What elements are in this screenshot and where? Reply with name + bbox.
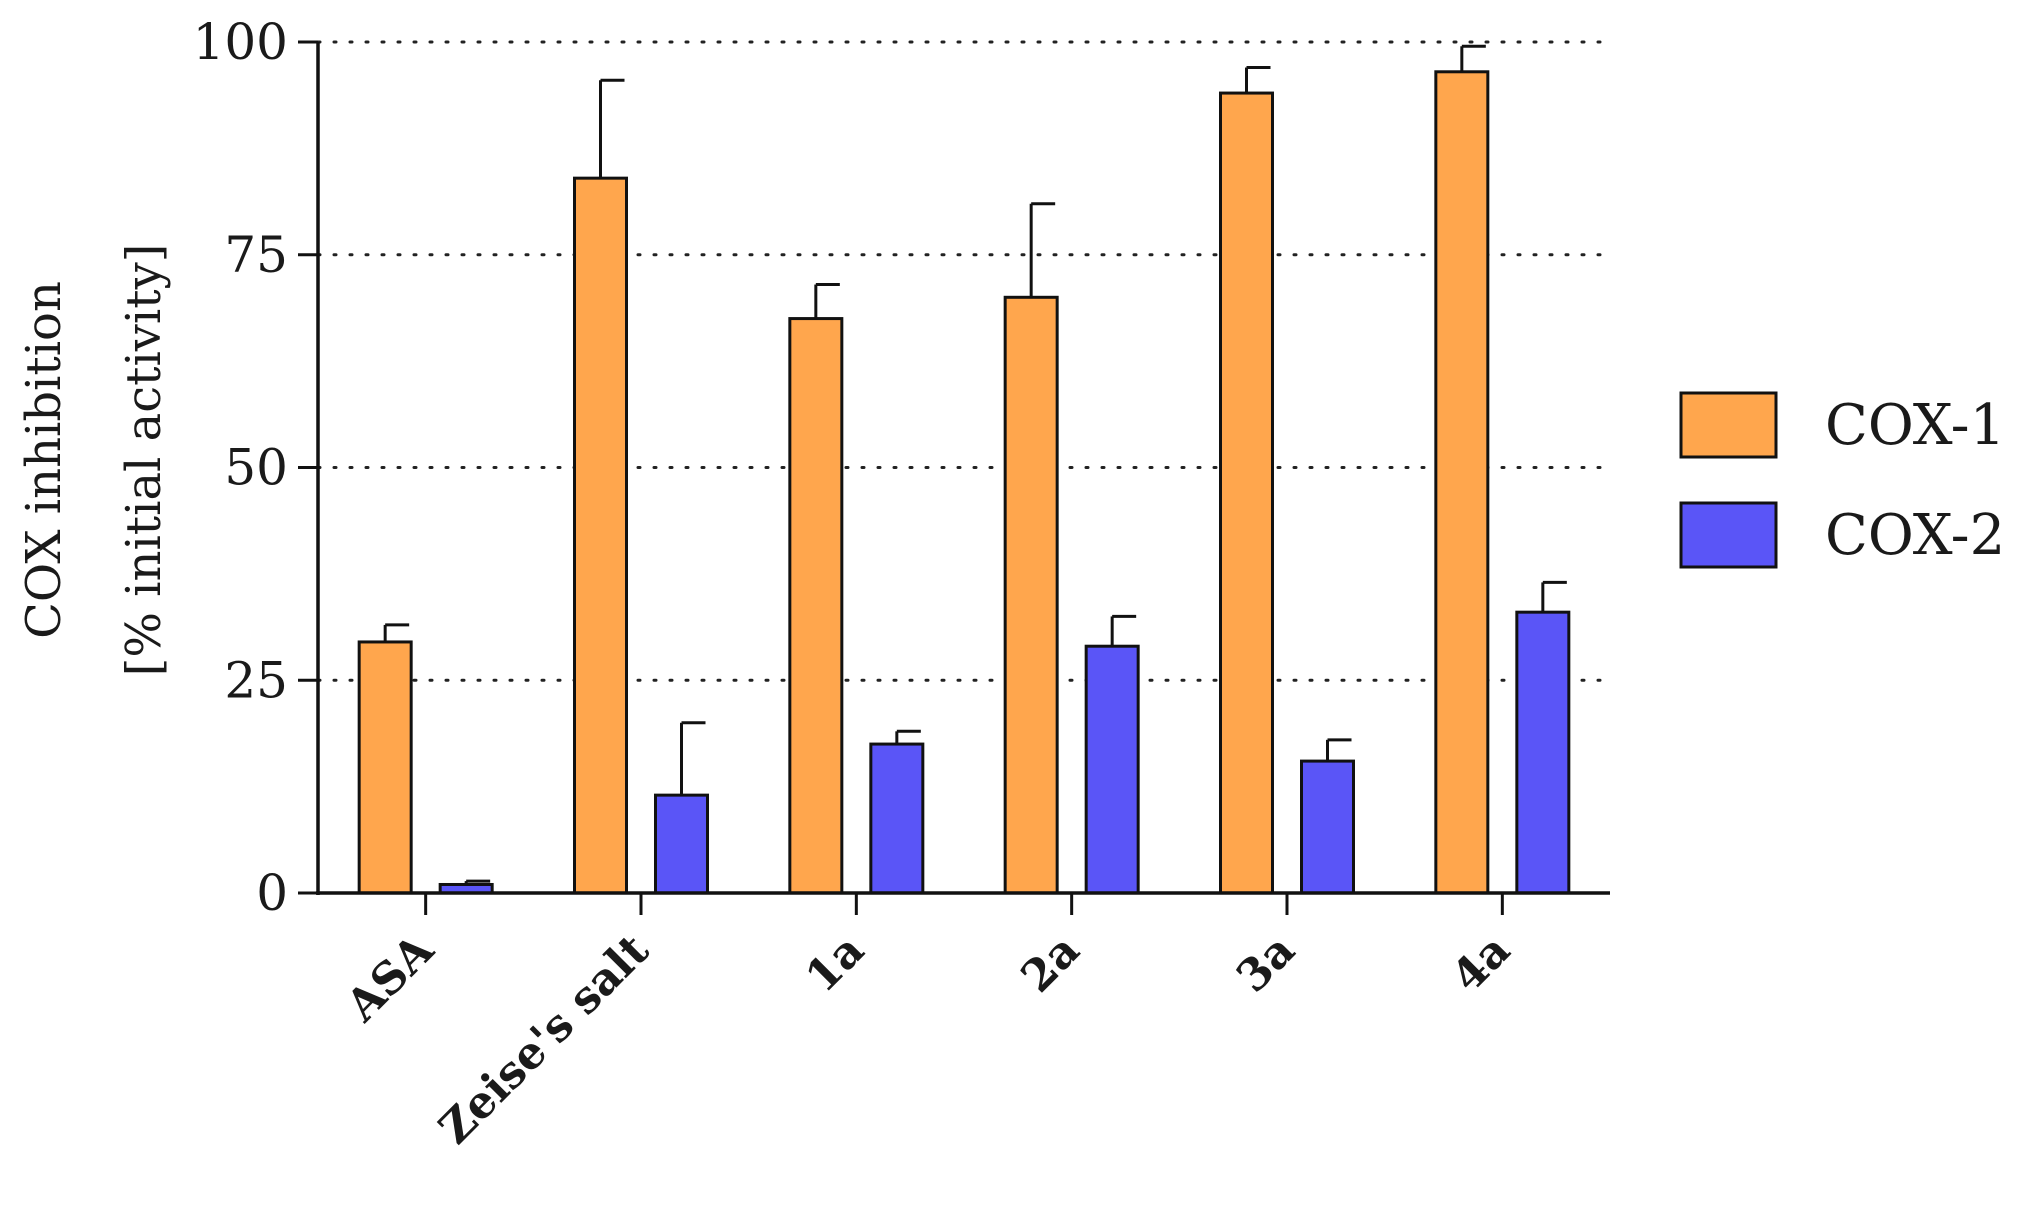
bar <box>654 793 709 895</box>
y-tick-label: 100 <box>193 13 288 71</box>
x-tick-label: 3a <box>1227 925 1305 1003</box>
legend-label: COX-1 <box>1825 393 2005 458</box>
x-tick-label: 1a <box>796 925 874 1003</box>
bar <box>869 742 925 895</box>
bar <box>1003 295 1059 895</box>
bar <box>357 640 413 895</box>
x-tick-label: 2a <box>1012 925 1090 1003</box>
legend-swatch <box>1679 501 1778 569</box>
bar <box>1434 70 1490 895</box>
x-tick-label: 4a <box>1442 925 1520 1003</box>
legend: COX-1 COX-2 <box>1679 391 2005 569</box>
bar <box>1300 759 1355 895</box>
x-tick-label: Zeise's salt <box>429 924 659 1154</box>
legend-swatch <box>1679 391 1778 459</box>
axes <box>298 40 1610 915</box>
bar <box>788 317 844 895</box>
y-tick-label: 50 <box>224 439 288 497</box>
grid-lines <box>316 40 1612 682</box>
bar <box>1515 610 1571 895</box>
y-axis-title-line1: COX inhibition <box>16 281 72 639</box>
bar <box>1219 91 1274 895</box>
y-tick-label: 25 <box>224 651 288 709</box>
y-tick-label: 0 <box>256 864 288 922</box>
y-axis-title: COX inhibition [% initial activity] <box>16 244 172 677</box>
bar <box>573 176 628 895</box>
y-axis-title-line2: [% initial activity] <box>116 244 172 677</box>
y-tick-label: 75 <box>224 226 288 284</box>
bar <box>1084 644 1140 895</box>
bars <box>357 44 1571 895</box>
x-tick-label: ASA <box>336 924 444 1032</box>
legend-label: COX-2 <box>1825 503 2005 568</box>
